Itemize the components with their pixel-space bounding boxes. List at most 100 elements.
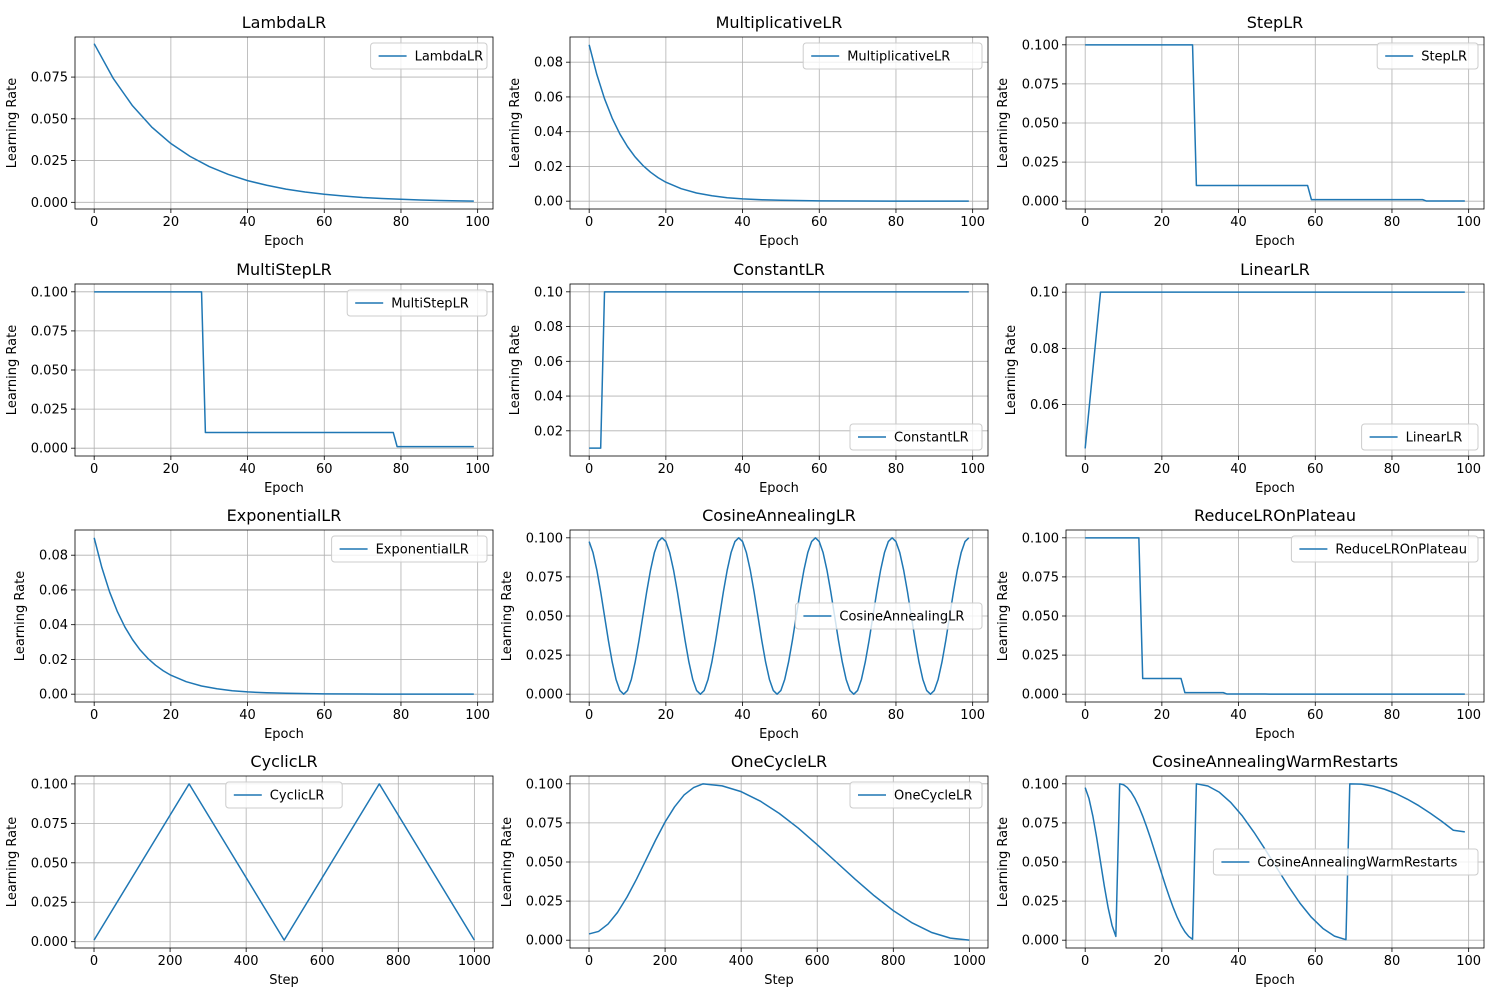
- y-tick-label: 0.06: [1030, 398, 1059, 413]
- x-tick-label: 80: [393, 708, 410, 723]
- y-tick-label: 0.075: [1022, 77, 1059, 92]
- y-tick-label: 0.10: [1030, 286, 1059, 301]
- x-axis-label: Epoch: [759, 234, 799, 249]
- subplot-1: 0 20 40 60 80 100 0.00 0.02 0.04 0.06 0.08 Multipli…: [508, 13, 989, 249]
- legend-label: MultiplicativeLR: [847, 50, 950, 65]
- y-axis-label: Learning Rate: [508, 325, 523, 415]
- legend-box: [802, 42, 983, 70]
- x-tick-label: 100: [1456, 954, 1481, 969]
- axes-frame: [569, 283, 989, 457]
- legend: ExponentialLR: [331, 535, 488, 563]
- y-tick-label: 0.025: [31, 403, 68, 418]
- series-line-0: [1085, 44, 1465, 202]
- y-tick-label: 0.08: [39, 549, 68, 564]
- subplot-5: 0 20 40 60 80 100 0.06 0.08 0.10 LinearLR Epoch Lea…: [1004, 260, 1485, 496]
- y-tick-label: 0.08: [534, 56, 563, 71]
- y-axis-label: Learning Rate: [996, 571, 1011, 661]
- subplot-title: ExponentialLR: [227, 506, 342, 525]
- x-tick-label: 100: [960, 215, 985, 230]
- x-tick-label: 0: [90, 954, 98, 969]
- series-line-0: [589, 291, 969, 449]
- x-tick-label: 0: [1081, 462, 1089, 477]
- legend-label: ConstantLR: [894, 431, 969, 446]
- x-tick-label: 80: [888, 215, 905, 230]
- x-tick-label: 40: [1230, 954, 1247, 969]
- y-tick-label: 0.02: [39, 653, 68, 668]
- series-line-0: [93, 43, 474, 202]
- x-tick-label: 800: [881, 954, 906, 969]
- legend: StepLR: [1376, 42, 1479, 70]
- y-axis-label: Learning Rate: [5, 817, 20, 907]
- x-tick-label: 100: [465, 462, 490, 477]
- x-tick-label: 20: [1154, 708, 1171, 723]
- y-axis-label: Learning Rate: [996, 78, 1011, 168]
- legend-label: CyclicLR: [270, 789, 325, 804]
- x-tick-label: 100: [1456, 462, 1481, 477]
- legend: ConstantLR: [849, 423, 983, 451]
- subplot-title: CosineAnnealingWarmRestarts: [1152, 752, 1398, 771]
- x-tick-label: 40: [239, 215, 256, 230]
- y-axis-label: Learning Rate: [5, 325, 20, 415]
- x-tick-label: 60: [316, 215, 333, 230]
- legend-box: [225, 781, 343, 809]
- x-tick-label: 40: [239, 708, 256, 723]
- x-tick-label: 0: [585, 215, 593, 230]
- y-tick-label: 0.000: [526, 688, 563, 703]
- x-tick-label: 80: [1384, 462, 1401, 477]
- legend-label: ReduceLROnPlateau: [1335, 543, 1467, 558]
- x-tick-label: 20: [1154, 215, 1171, 230]
- subplot-4: 0 20 40 60 80 100 0.02 0.04 0.06 0.08 0.10 Constant…: [508, 260, 989, 496]
- subplot-8: 0 20 40 60 80 100 0.000 0.025 0.050 0.075 0.100 Red…: [996, 506, 1485, 742]
- subplot-title: CosineAnnealingLR: [702, 506, 856, 525]
- legend-label: MultiStepLR: [391, 297, 469, 312]
- y-tick-label: 0.100: [31, 285, 68, 300]
- x-axis-label: Epoch: [264, 234, 304, 249]
- axes-frame: [74, 529, 494, 703]
- legend-label: LinearLR: [1406, 431, 1463, 446]
- x-tick-label: 20: [658, 708, 675, 723]
- x-tick-label: 60: [811, 708, 828, 723]
- y-tick-label: 0.075: [526, 570, 563, 585]
- series-line-0: [93, 783, 476, 941]
- subplot-title: ConstantLR: [733, 260, 825, 279]
- x-tick-label: 80: [888, 708, 905, 723]
- x-tick-label: 400: [234, 954, 259, 969]
- y-tick-label: 0.050: [31, 364, 68, 379]
- legend-box: [370, 42, 488, 70]
- subplot-2: 0 20 40 60 80 100 0.000 0.025 0.050 0.075 0.100 Ste…: [996, 13, 1485, 249]
- y-tick-label: 0.025: [1022, 895, 1059, 910]
- x-tick-label: 400: [729, 954, 754, 969]
- y-tick-label: 0.100: [526, 777, 563, 792]
- y-tick-label: 0.050: [526, 610, 563, 625]
- series-line-0: [1084, 783, 1465, 941]
- x-tick-label: 200: [653, 954, 678, 969]
- y-tick-label: 0.000: [31, 442, 68, 457]
- x-tick-label: 100: [465, 708, 490, 723]
- x-tick-label: 60: [1307, 954, 1324, 969]
- x-tick-label: 800: [386, 954, 411, 969]
- legend-box: [1290, 535, 1479, 563]
- x-axis-label: Step: [764, 973, 794, 988]
- x-tick-label: 0: [1081, 215, 1089, 230]
- y-axis-label: Learning Rate: [1004, 325, 1019, 415]
- y-tick-label: 0.050: [1022, 610, 1059, 625]
- x-tick-label: 80: [1384, 215, 1401, 230]
- y-tick-label: 0.000: [526, 934, 563, 949]
- legend: CosineAnnealingLR: [794, 602, 983, 630]
- y-tick-label: 0.06: [534, 355, 563, 370]
- y-tick-label: 0.075: [31, 71, 68, 86]
- x-tick-label: 100: [1456, 215, 1481, 230]
- x-tick-label: 20: [163, 462, 180, 477]
- y-tick-label: 0.050: [31, 112, 68, 127]
- y-tick-label: 0.100: [1022, 777, 1059, 792]
- x-tick-label: 60: [1307, 708, 1324, 723]
- legend-box: [1361, 423, 1479, 451]
- y-axis-label: Learning Rate: [508, 78, 523, 168]
- x-tick-label: 200: [158, 954, 183, 969]
- x-tick-label: 40: [734, 215, 751, 230]
- x-tick-label: 1000: [458, 954, 491, 969]
- x-axis-label: Epoch: [759, 727, 799, 742]
- x-tick-label: 20: [1154, 954, 1171, 969]
- x-tick-label: 0: [585, 462, 593, 477]
- y-tick-label: 0.100: [526, 531, 563, 546]
